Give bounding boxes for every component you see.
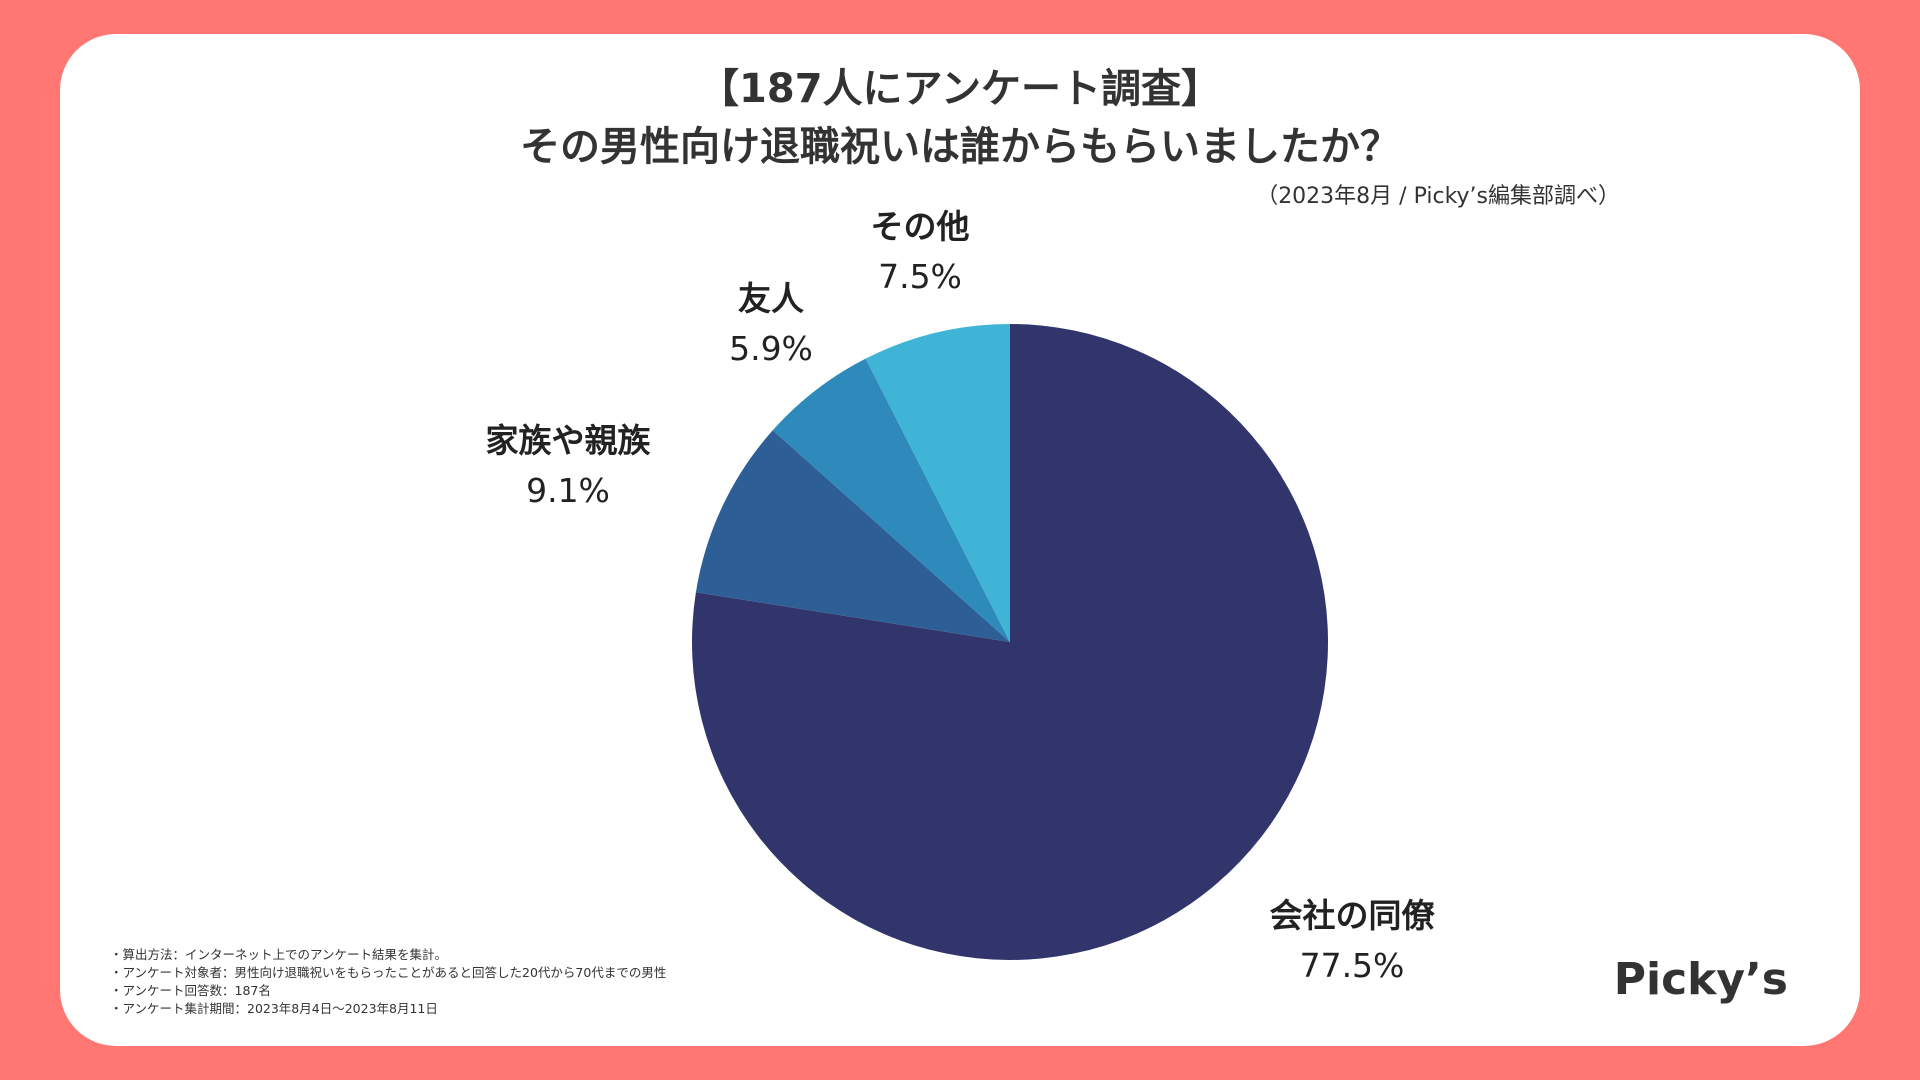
slice-value-label: 9.1%	[526, 471, 610, 510]
footnotes: ・算出方法：インターネット上でのアンケート結果を集計。 ・アンケート対象者：男性…	[110, 946, 666, 1018]
footnote-period: ・アンケート集計期間：2023年8月4日〜2023年8月11日	[110, 1001, 438, 1016]
footnote-method: ・算出方法：インターネット上でのアンケート結果を集計。	[110, 947, 448, 962]
slice-value-label: 77.5%	[1300, 946, 1405, 985]
slice-label-group-3: 友人 5.9%	[729, 279, 813, 368]
source-note: （2023年8月 / Picky’s編集部調べ）	[1256, 184, 1620, 209]
slice-category-label: 家族や親族	[486, 421, 651, 460]
pie-slice-3	[772, 358, 1010, 642]
pie-slice-4	[865, 324, 1010, 642]
pie-slice-2	[695, 430, 1010, 642]
chart-title: 【187人にアンケート調査】 その男性向け退職祝いは誰からもらいましたか？	[60, 60, 1860, 176]
title-line-2: その男性向け退職祝いは誰からもらいましたか？	[520, 124, 1400, 170]
pie-chart: 会社の同僚 77.5% 家族や親族 9.1% 友人 5.9% その他 7.5%	[486, 207, 1436, 985]
slice-value-label: 7.5%	[878, 257, 962, 296]
slice-category-label: 友人	[738, 279, 804, 318]
slice-label-group-4: その他 7.5%	[871, 207, 970, 296]
slice-label-group-1: 会社の同僚 77.5%	[1270, 896, 1436, 985]
chart-card: 【187人にアンケート調査】 その男性向け退職祝いは誰からもらいましたか？ （2…	[60, 34, 1860, 1046]
slice-category-label: その他	[871, 207, 970, 246]
slice-category-label: 会社の同僚	[1270, 896, 1436, 935]
footnote-count: ・アンケート回答数：187名	[110, 983, 271, 998]
title-line-1: 【187人にアンケート調査】	[699, 66, 1221, 112]
footnote-target: ・アンケート対象者：男性向け退職祝いをもらったことがあると回答した20代から70…	[110, 965, 667, 980]
brand-logo: Picky’s	[1613, 954, 1788, 1005]
slice-value-label: 5.9%	[729, 329, 813, 368]
slice-label-group-2: 家族や親族 9.1%	[486, 421, 651, 510]
